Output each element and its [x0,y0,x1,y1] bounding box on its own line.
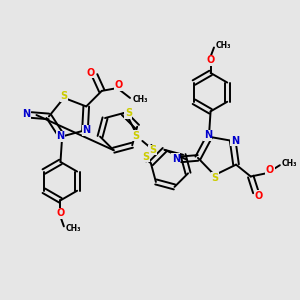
Text: O: O [206,55,215,65]
Text: O: O [266,165,274,175]
Text: O: O [86,68,94,77]
Text: CH₃: CH₃ [282,159,297,168]
Text: CH₃: CH₃ [216,41,231,50]
Text: N: N [56,131,64,142]
Text: N: N [172,154,180,164]
Text: S: S [60,92,68,101]
Text: N: N [204,130,212,140]
Text: CH₃: CH₃ [133,95,148,104]
Text: N: N [82,125,91,135]
Text: N: N [22,110,30,119]
Text: S: S [149,145,156,155]
Text: O: O [254,191,263,201]
Text: S: S [133,131,140,141]
Text: S: S [142,152,150,162]
Text: O: O [115,80,123,90]
Text: S: S [211,173,218,183]
Text: S: S [125,108,132,118]
Text: O: O [56,208,64,218]
Text: N: N [231,136,239,146]
Text: CH₃: CH₃ [66,224,81,233]
